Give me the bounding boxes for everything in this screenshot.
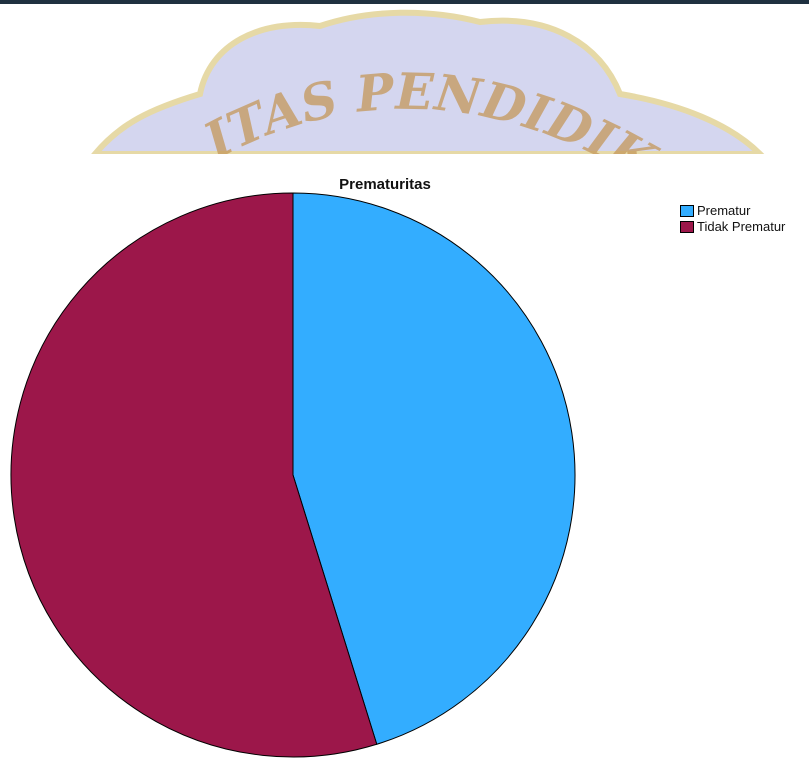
- window-top-border: [0, 0, 809, 4]
- legend-item-tidak-prematur: Tidak Prematur: [680, 219, 785, 235]
- legend-label-prematur: Prematur: [697, 203, 751, 218]
- pie-slice-prematur: [292, 192, 576, 745]
- pie-slice-tidak-prematur: [10, 192, 378, 758]
- legend-label-tidak-prematur: Tidak Prematur: [697, 219, 786, 234]
- chart-title: Prematuritas: [339, 176, 431, 193]
- legend-item-prematur: Prematur: [680, 203, 785, 219]
- legend-swatch-tidak-prematur: [680, 221, 694, 233]
- legend-swatch-prematur: [680, 205, 694, 217]
- chart-legend: Prematur Tidak Prematur: [680, 203, 785, 235]
- university-logo-watermark: ITAS PENDIDIKAN G: [0, 4, 809, 154]
